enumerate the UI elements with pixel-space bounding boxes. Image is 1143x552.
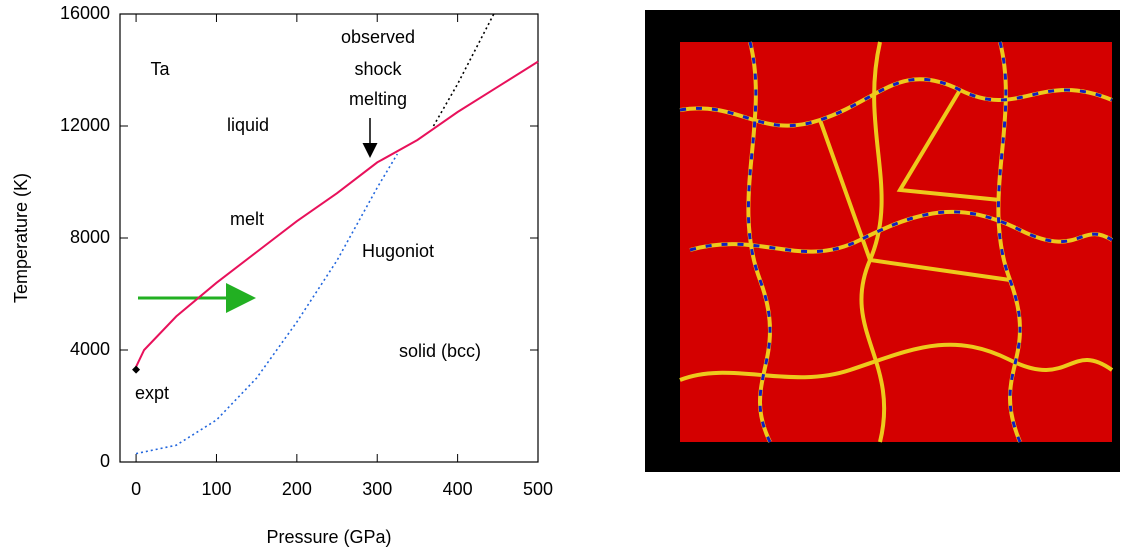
y-tick-label: 16000 [60, 3, 110, 23]
x-axis-title: Pressure (GPa) [266, 527, 391, 547]
page: Pressure (GPa) Temperature (K) 0 100 200 30… [0, 0, 1143, 552]
data-point [132, 366, 140, 374]
line-series [136, 62, 538, 367]
y-tick-label: 4000 [70, 339, 110, 359]
x-tick-label: 0 [131, 479, 141, 499]
annotation: shock [354, 59, 402, 79]
series-label: Hugoniot [362, 241, 434, 261]
annotation: melting [349, 89, 407, 109]
y-tick-label: 8000 [70, 227, 110, 247]
x-tick-label: 100 [201, 479, 231, 499]
annotation: Ta [150, 59, 170, 79]
y-tick-label: 0 [100, 451, 110, 471]
x-tick-label: 500 [523, 479, 553, 499]
annotation: solid (bcc) [399, 341, 481, 361]
md-image [645, 10, 1120, 472]
line-series [136, 154, 397, 454]
series-label: expt [135, 383, 169, 403]
plot-frame [120, 14, 538, 462]
y-axis-title: Temperature (K) [11, 173, 31, 303]
annotation: liquid [227, 115, 269, 135]
y-tick-label: 12000 [60, 115, 110, 135]
x-tick-label: 200 [282, 479, 312, 499]
x-tick-label: 300 [362, 479, 392, 499]
series-label: melt [230, 209, 264, 229]
x-tick-label: 400 [443, 479, 473, 499]
annotation: observed [341, 27, 415, 47]
